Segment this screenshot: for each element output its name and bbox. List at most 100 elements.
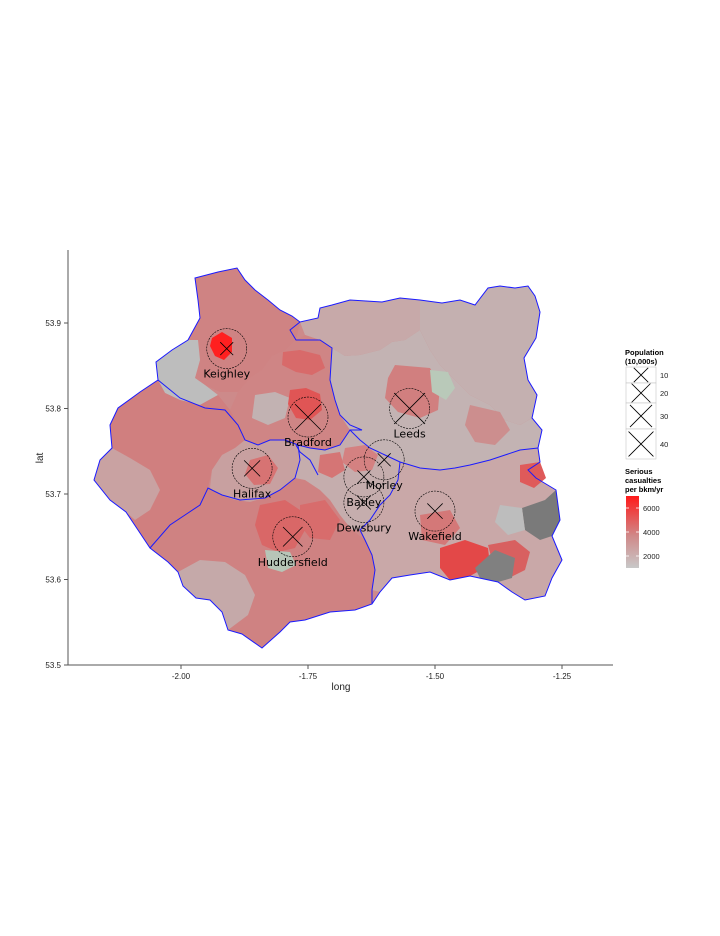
morley-red [342,445,378,472]
town-circle [231,448,273,489]
town-label: Keighley [203,368,250,381]
population-legend-cross [628,431,654,457]
population-cross-marker [357,470,371,484]
town-label: Leeds [394,428,426,441]
population-legend-title-2: (10,000s) [625,357,658,366]
population-legend-label: 30 [660,412,668,421]
town-circle [206,328,248,369]
boundary-kirklees-wakefield [359,461,401,604]
x-tick-label: -1.75 [299,672,318,681]
population-legend-cross [633,367,649,383]
axes: -2.00 -1.75 -1.50 -1.25 53.553.653.753.853.… [35,250,613,693]
huddersfield-green [265,550,296,572]
casualties-legend-title-2: casualties [625,476,661,485]
district-north-central [300,298,420,356]
district-keighley-west [156,340,218,405]
population-legend-label: 10 [660,371,668,380]
wakefield-darkgrey-east [522,490,560,540]
y-tick-label: 53.6 [45,576,61,585]
boundary-bradford-calderdale [157,379,299,446]
town-circle [343,482,385,523]
bradford-grey [252,392,290,425]
y-tick-label: 53.5 [45,661,61,670]
district-north-east [420,286,540,425]
county-outline [93,267,563,649]
town-leeds: Leeds [389,388,430,441]
district-boundaries [93,267,563,649]
town-circle [287,396,329,438]
town-label: Morley [366,479,404,492]
wakefield-darkgrey-south [475,550,515,582]
kirklees-east-red [300,500,340,540]
town-wakefield: Wakefield [408,490,462,543]
batley-red [318,452,345,478]
town-halifax: Halifax [231,448,273,500]
y-axis-ticks: 53.5 53.6 53.7 53.8 53.9 [45,319,68,670]
district-keighley [188,268,300,392]
population-cross-marker [393,392,426,425]
boundary-calderdale-kirklees [149,444,301,549]
town-circle [363,439,405,481]
casualties-colorbar [626,496,639,568]
population-cross-marker [294,403,322,431]
casualties-tick-label: 4000 [643,528,660,537]
population-cross-marker [243,460,261,477]
town-label: Wakefield [408,530,461,543]
population-cross-marker [219,341,234,356]
wakefield-central-red [420,510,460,545]
district-fills [94,268,562,648]
population-cross-marker [356,495,372,510]
casualties-legend: Serious casualties per bkm/yr 6000 4000 20… [625,467,663,568]
population-legend-label: 40 [660,440,668,449]
population-cross-marker [282,526,303,547]
population-legend: Population (10,000s) 10 20 30 40 [625,348,668,460]
x-tick-label: -1.25 [553,672,572,681]
boundary-kirklees-leeds [297,429,401,463]
casualties-legend-title-3: per bkm/yr [625,485,663,494]
y-tick-label: 53.7 [45,490,61,499]
town-dewsbury: Dewsbury [336,482,392,535]
town-label: Bradford [284,436,332,449]
casualties-legend-title-1: Serious [625,467,653,476]
population-legend-label: 20 [660,389,668,398]
town-label: Halifax [233,487,272,500]
y-axis-title: lat [35,452,46,463]
town-huddersfield: Huddersfield [258,516,328,569]
keighley-town-red [210,332,232,360]
casualties-tick-label: 6000 [643,504,660,513]
x-axis-ticks: -2.00 -1.75 -1.50 -1.25 [172,665,572,681]
town-circle [414,490,456,532]
huddersfield-red [255,500,305,552]
x-tick-label: -1.50 [426,672,445,681]
town-morley: Morley [363,439,405,492]
town-label: Huddersfield [258,556,328,569]
casualties-tick-label: 2000 [643,552,660,561]
population-legend-cross [631,383,651,403]
population-legend-title-1: Population [625,348,664,357]
town-circle [343,456,385,498]
population-legend-cross [629,404,653,428]
x-axis-title: long [332,682,351,693]
town-label: Dewsbury [336,522,391,535]
leeds-east-red [465,405,510,445]
town-circle [272,516,314,558]
population-legend-keys: 10 20 30 40 [625,366,668,460]
y-tick-label: 53.9 [45,319,61,328]
town-markers: KeighleyBradfordLeedsHalifaxMorleyBatley… [203,328,462,569]
x-tick-label: -2.00 [172,672,191,681]
population-cross-marker [427,503,443,520]
leeds-inner-red [385,365,440,418]
town-circle [389,388,430,429]
town-keighley: Keighley [203,328,251,381]
town-bradford: Bradford [284,396,332,449]
bradford-north-red [282,350,325,375]
kirklees-grey-south [178,560,255,630]
leeds-green-patch [430,370,455,400]
casualties-legend-ticks: 6000 4000 2000 [626,504,660,561]
y-tick-label: 53.8 [45,405,61,414]
boundary-leeds-wakefield [399,447,539,471]
wakefield-grey-east [495,505,525,535]
boundary-bradford-leeds [289,321,363,431]
boundary-inner-1 [295,444,319,476]
